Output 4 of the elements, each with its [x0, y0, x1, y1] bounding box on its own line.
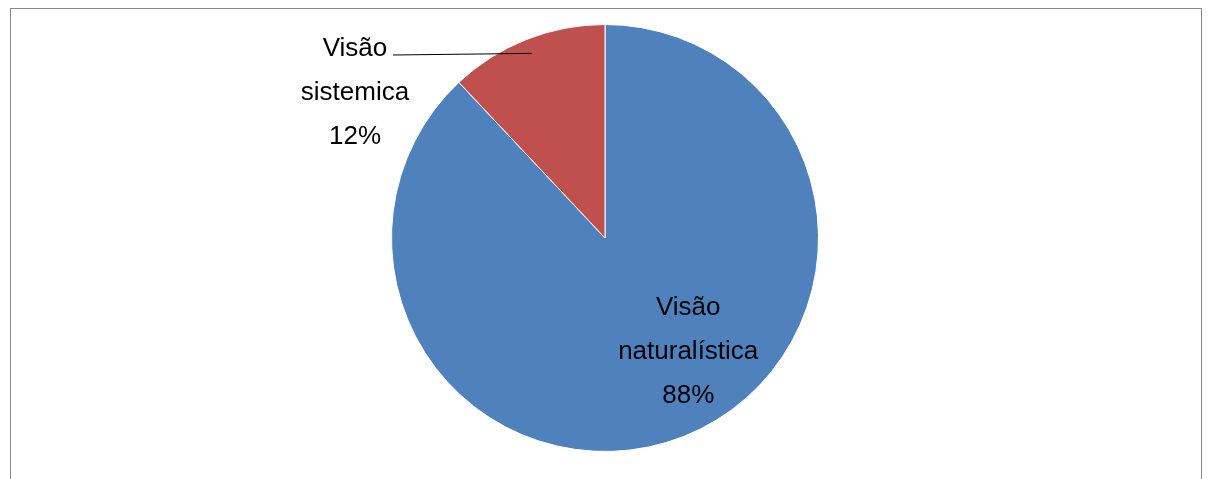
data-label: 12% [328, 120, 382, 151]
data-label: 88% [662, 379, 715, 410]
slice-label: Visão naturalística [618, 291, 759, 366]
slice-label: Visão sistemica [300, 32, 410, 107]
